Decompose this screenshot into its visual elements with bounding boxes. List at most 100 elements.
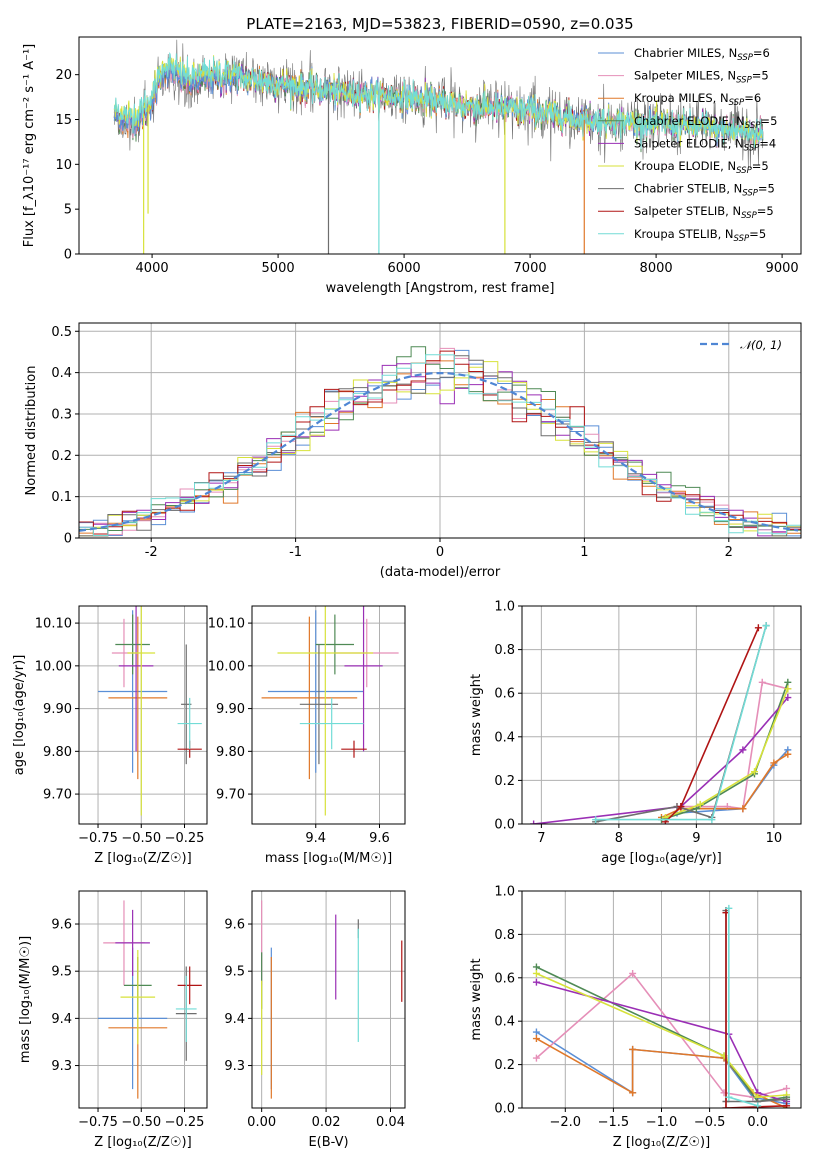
residuals-ytick-label: 0.1 [51,490,72,505]
age_weight-ytick-label: 0.0 [494,818,515,833]
z_mass-xtick-label: −0.50 [121,1115,161,1130]
mass_age-ytick-label: 9.80 [216,745,245,760]
z_age-plot-area [98,606,202,816]
spectrum-xtick-label: 9000 [766,261,799,276]
spectrum-xlabel: wavelength [Angstrom, rest frame] [326,281,555,296]
mass_age-frame [251,605,406,825]
legend-nssp-eq: = [758,182,768,196]
age_weight-xtick-label: 8 [615,831,623,846]
spectrum-plot-area [113,39,764,254]
legend-nssp-subscript: SSP [729,98,745,108]
z_age-ytick-label: 9.70 [43,788,72,803]
z_age-xtick-label: −0.25 [165,831,205,846]
z_weight-ytick-label: 1.0 [494,885,515,900]
spectrum-legend-entry: Chabrier MILES, NSSP=6 [634,46,770,63]
normal-reference-curve [79,372,799,532]
legend-nssp-subscript: SSP [736,76,752,86]
weight-marker [739,746,747,754]
residuals-xtick-label: -2 [145,545,158,560]
age_weight-ytick-label: 0.2 [494,774,515,789]
spectrum-xtick-label: 4000 [136,261,169,276]
age_weight-ytick-label: 0.8 [494,643,515,658]
weight-marker [784,685,792,693]
residuals-ytick-label: 0.3 [51,407,72,422]
residual-histogram-kroupa-stelib [79,354,801,536]
z_mass-ylabel: mass [log₁₀(M/M☉)] [18,936,33,1063]
weight-marker [592,816,600,824]
residuals-frame [78,322,802,539]
z_age-frame [78,605,208,825]
weight-marker [532,1054,540,1062]
weight-marker [783,1095,791,1103]
age_weight-ytick-label: 0.6 [494,687,515,702]
weight-line-kroupa-miles [536,1037,787,1108]
z_weight-xtick-label: 0.0 [747,1115,768,1130]
weight-line-kroupa-stelib [728,908,758,1107]
z_weight-ytick-label: 0.4 [494,1015,515,1030]
z_weight-frame [521,890,802,1109]
z_mass-ytick-label: 9.6 [51,918,72,933]
ebv_mass-xlabel: E(B-V) [308,1135,348,1150]
weight-line-chabrier-elodie [536,966,787,1103]
legend-nssp-prefix: , N [721,46,737,60]
legend-nssp-subscript: SSP [734,234,750,244]
mass_age-xtick-label: 9.6 [369,831,390,846]
legend-nssp-eq: = [749,227,759,241]
age_weight-plot-area [530,622,792,824]
z_age-xtick-label: −0.75 [78,831,118,846]
ebv_mass-panel: 0.00 0.02 0.04 9.3 9.4 9.5 9.6 E(B-V) [224,890,406,1150]
weight-marker [532,1035,540,1043]
mass_age-ytick-label: 9.90 [216,702,245,717]
residuals-ytick-label: 0.4 [51,366,72,381]
weight-line-salpeter-elodie [536,981,787,1103]
weight-line-chabrier-stelib [595,625,767,823]
weight-marker [770,759,778,767]
residuals-xtick-label: 2 [725,545,733,560]
weight-line-salpeter-elodie [533,697,789,824]
age_weight-ylabel: mass weight [469,674,484,756]
weight-marker [783,1102,791,1108]
legend-nssp-value: 5 [759,227,766,241]
spectrum-legend-entry: Salpeter STELIB, NSSP=5 [634,204,774,221]
chart-layer: 4000 5000 6000 7000 8000 900005101520waveleng… [12,36,802,1150]
z_weight-ytick-label: 0.2 [494,1058,515,1073]
legend-nssp-eq: = [752,159,762,173]
z_weight-xtick-label: −2.0 [550,1115,582,1130]
mass_age-xlabel: mass [log₁₀(M/M☉)] [265,851,392,866]
z_weight-xtick-label: −0.5 [694,1115,726,1130]
legend-series-name: Salpeter STELIB [634,204,725,218]
z_mass-xtick-label: −0.25 [165,1115,205,1130]
weight-marker [722,1104,730,1108]
z_weight-ytick-label: 0.6 [494,971,515,986]
mass_age-plot-area [261,606,399,816]
weight-marker [758,678,766,686]
z_age-ytick-label: 10.10 [35,617,72,632]
spectrum-frame [78,36,802,255]
residuals-xtick-label: -1 [289,545,302,560]
weight-marker [725,904,733,912]
weight-marker [677,803,685,811]
weight-marker [629,969,637,977]
age_weight-xlabel: age [log₁₀(age/yr)] [601,851,722,866]
mass_age-ytick-label: 9.70 [216,788,245,803]
weight-marker [629,1089,637,1097]
mass_age-xtick-label: 9.4 [305,831,326,846]
z_mass-xlabel: Z [log₁₀(Z/Z☉)] [94,1135,191,1150]
spectrum-legend-entry: Chabrier ELODIE, NSSP=5 [634,114,777,131]
figure-title: PLATE=2163, MJD=53823, FIBERID=0590, z=0… [246,15,633,33]
ebv_mass-ytick-label: 9.5 [224,965,245,980]
legend-nssp-value: 5 [761,159,768,173]
ebv_mass-frame [251,890,406,1109]
legend-nssp-subscript: SSP [742,189,758,199]
ebv_mass-ytick-label: 9.3 [224,1059,245,1074]
residuals-ytick-label: 0 [64,532,72,547]
weight-marker [708,816,716,824]
spectrum-legend-entry: Salpeter ELODIE, NSSP=4 [634,136,776,153]
spectrum-ytick-label: 15 [55,113,72,128]
spectrum-legend-entry: Kroupa ELODIE, NSSP=5 [634,159,769,176]
spectrum-legend-entry: Chabrier STELIB, NSSP=5 [634,182,775,199]
weight-line-salpeter-stelib [725,912,787,1108]
z_weight-xtick-label: −1.0 [646,1115,678,1130]
age_weight-xtick-label: 10 [766,831,783,846]
residuals-panel: -2 -1 0 1 2 0 0.1 0.2 0.3 0.4 0.5 (data-model)/erro… [24,322,802,580]
